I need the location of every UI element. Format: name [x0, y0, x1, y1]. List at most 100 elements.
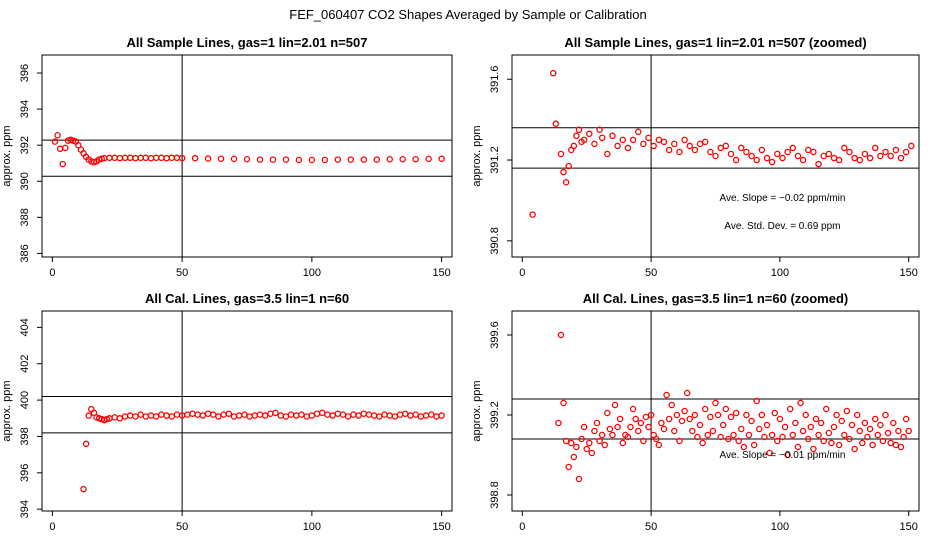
- data-point: [779, 154, 786, 162]
- data-point: [740, 443, 748, 451]
- data-point: [830, 154, 838, 162]
- data-point: [163, 412, 170, 419]
- data-point: [743, 411, 750, 419]
- data-point: [781, 423, 789, 431]
- y-axis-label: approx. ppm: [1, 125, 13, 186]
- data-point: [758, 146, 766, 154]
- data-point: [745, 431, 753, 439]
- x-tick-label: 0: [49, 521, 55, 533]
- data-point: [794, 152, 802, 160]
- data-point: [365, 411, 373, 418]
- data-point: [846, 148, 853, 156]
- plot-frame: [511, 54, 920, 258]
- y-tick-label: 398.8: [489, 481, 501, 509]
- data-point: [321, 156, 329, 164]
- data-point: [596, 437, 603, 445]
- data-point: [753, 156, 760, 164]
- data-point: [560, 399, 567, 407]
- data-point: [810, 445, 817, 453]
- data-point: [859, 439, 866, 447]
- annotation-text: Ave. Std. Dev. = 0.69 ppm: [724, 221, 840, 232]
- data-point: [802, 411, 809, 419]
- data-point: [158, 154, 165, 162]
- data-point: [673, 411, 681, 419]
- data-point: [871, 144, 879, 152]
- y-axis-label: approx. ppm: [1, 380, 13, 441]
- data-point: [820, 152, 827, 160]
- data-point: [324, 411, 331, 418]
- y-axis-label: approx. ppm: [471, 380, 483, 441]
- data-point: [111, 154, 118, 162]
- data-point: [168, 413, 175, 420]
- data-point: [887, 152, 894, 160]
- data-point: [396, 411, 404, 418]
- data-point: [707, 413, 714, 421]
- data-point: [738, 425, 745, 433]
- data-point: [681, 136, 688, 144]
- data-point: [570, 453, 578, 461]
- data-point: [381, 411, 388, 418]
- data-point: [835, 156, 843, 164]
- data-point: [427, 411, 435, 418]
- data-point: [864, 433, 871, 441]
- data-point: [866, 154, 874, 162]
- data-point: [815, 431, 822, 439]
- data-point: [820, 437, 827, 445]
- y-tick-label: 388: [19, 208, 31, 226]
- data-point: [438, 155, 445, 162]
- data-point: [719, 421, 727, 429]
- data-point: [665, 415, 673, 423]
- data-point: [189, 410, 196, 417]
- data-point: [663, 391, 670, 399]
- data-point: [642, 413, 650, 421]
- data-point: [884, 429, 892, 437]
- data-point: [591, 140, 598, 148]
- data-point: [748, 152, 755, 160]
- y-tick-label: 391.6: [489, 65, 501, 93]
- data-point: [51, 138, 59, 145]
- y-tick-label: 404: [19, 318, 31, 336]
- data-point: [624, 433, 632, 441]
- data-point: [303, 413, 310, 420]
- data-point: [98, 155, 105, 162]
- data-point: [360, 156, 368, 163]
- data-point: [204, 410, 212, 417]
- data-point: [902, 415, 910, 423]
- data-point: [142, 154, 150, 162]
- data-point: [225, 410, 233, 417]
- data-point: [763, 154, 771, 162]
- data-point: [370, 412, 378, 419]
- data-point: [376, 413, 383, 420]
- data-point: [871, 415, 879, 423]
- data-point: [591, 427, 598, 435]
- x-tick-label: 100: [771, 267, 789, 279]
- data-point: [797, 399, 804, 407]
- data-point: [598, 431, 606, 439]
- data-point: [412, 411, 419, 418]
- data-point: [738, 144, 745, 152]
- data-point: [298, 411, 305, 418]
- data-point: [412, 155, 419, 163]
- x-tick-label: 100: [303, 267, 321, 279]
- data-point: [856, 427, 864, 435]
- data-point: [750, 441, 758, 449]
- data-point: [85, 412, 92, 419]
- data-point: [735, 437, 742, 445]
- data-point: [691, 411, 699, 419]
- x-tick-label: 100: [771, 521, 789, 533]
- data-point: [843, 407, 851, 415]
- data-point: [601, 441, 608, 449]
- data-point: [701, 405, 709, 413]
- data-point: [230, 155, 238, 163]
- data-point: [580, 136, 588, 144]
- data-point: [422, 412, 430, 419]
- data-point: [552, 120, 560, 127]
- data-point: [637, 419, 645, 427]
- data-point: [877, 421, 884, 429]
- data-point: [900, 433, 907, 441]
- data-point: [54, 132, 61, 139]
- data-point: [784, 451, 791, 459]
- data-point: [629, 405, 637, 413]
- data-point: [753, 397, 760, 405]
- x-tick-label: 150: [900, 267, 918, 279]
